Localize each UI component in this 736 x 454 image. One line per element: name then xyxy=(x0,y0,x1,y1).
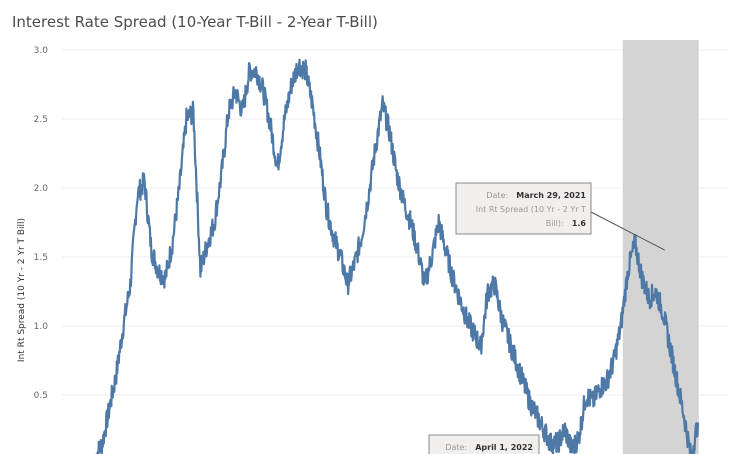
y-tick-label: 3.0 xyxy=(34,46,49,56)
tooltip-date-line: Date: March 29, 2021 xyxy=(486,183,586,202)
tooltip-date-value: March 29, 2021 xyxy=(516,191,586,200)
chart-title: Interest Rate Spread (10-Year T-Bill - 2… xyxy=(12,13,378,31)
y-tick-label: 1.0 xyxy=(34,322,49,332)
tooltip-date-label: Date: xyxy=(486,191,508,200)
tooltip-date-label: Date: xyxy=(445,443,467,452)
tooltip-box xyxy=(428,434,540,454)
tooltip-box xyxy=(455,182,592,235)
y-tick-label: 2.5 xyxy=(34,115,48,125)
y-tick-label: 1.5 xyxy=(34,253,48,263)
tooltip-date-value: April 1, 2022 xyxy=(475,443,533,452)
tooltip-march-2021: Date: March 29, 2021 Int Rt Spread (10 Y… xyxy=(455,182,665,251)
grid-layer xyxy=(62,49,728,396)
tooltip-date-line: Date: April 1, 2022 xyxy=(445,435,533,454)
tooltip-metric-label-2: Bill): xyxy=(546,219,564,228)
y-axis-label: Int Rt Spread (10 Yr - 2 Yr T Bill) xyxy=(17,218,27,362)
series-line xyxy=(95,58,700,454)
line-layer xyxy=(95,58,700,454)
tooltip-metric-line: Bill): 1.6 xyxy=(546,211,587,230)
tooltip-leader-line xyxy=(590,211,665,251)
y-tick-layer: 0.5 1.0 1.5 2.0 2.5 3.0 xyxy=(34,46,49,401)
tooltip-metric-label-1: Int Rt Spread (10 Yr - 2 Yr T xyxy=(476,205,586,214)
tooltip-metric-value: 1.6 xyxy=(572,219,587,228)
y-tick-label: 0.5 xyxy=(34,391,48,401)
tooltip-april-2022: Date: April 1, 2022 xyxy=(428,434,540,454)
y-tick-label: 2.0 xyxy=(34,184,49,194)
